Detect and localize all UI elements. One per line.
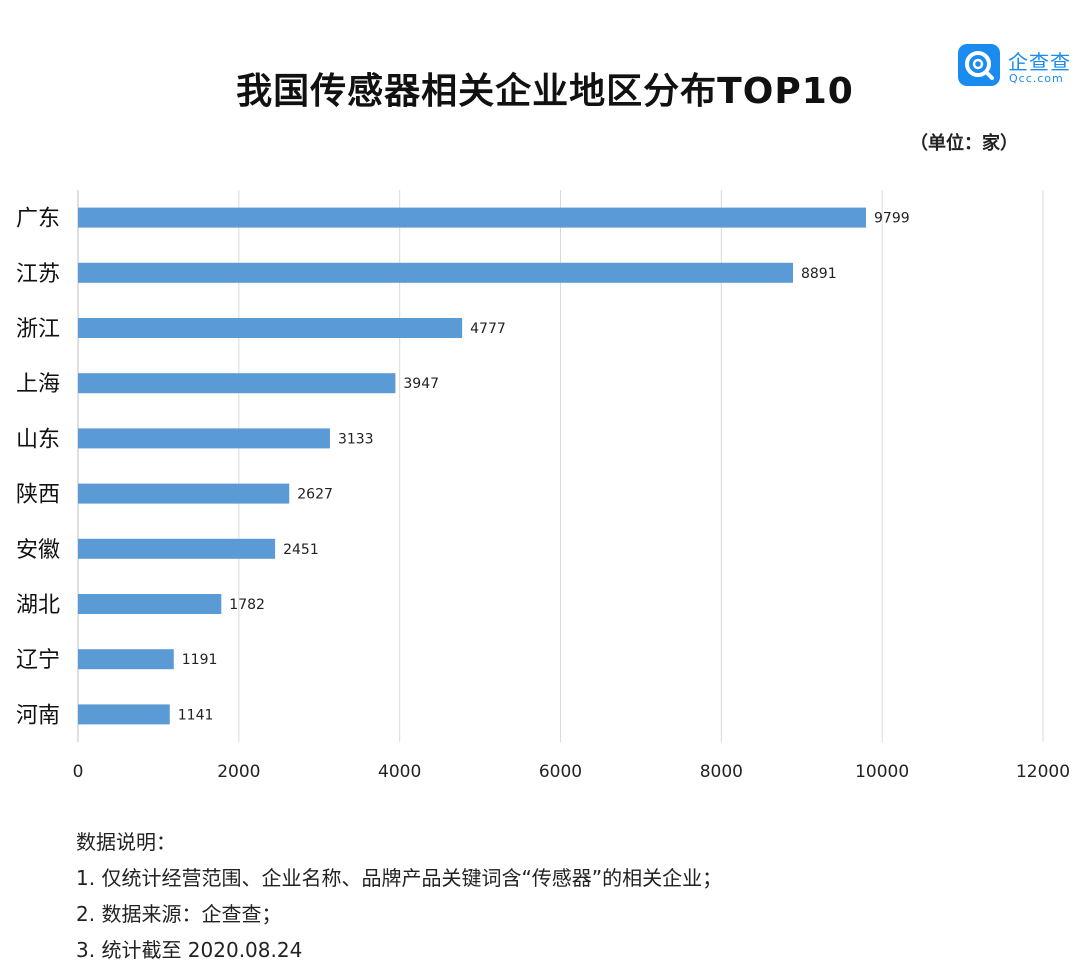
category-label-4: 山东: [16, 427, 60, 452]
value-label-5: 2627: [297, 487, 333, 503]
unit-label: （单位：家）: [910, 133, 1018, 154]
category-label-3: 上海: [16, 372, 60, 397]
bar-1: [78, 262, 793, 283]
qcc-logo-icon: [958, 44, 1000, 86]
note-item-1: 1. 仅统计经营范围、企业名称、品牌产品关键词含“传感器”的相关企业；: [76, 866, 723, 890]
value-label-3: 3947: [403, 376, 439, 392]
value-label-6: 2451: [283, 542, 319, 558]
value-label-8: 1191: [182, 652, 218, 668]
bar-2: [78, 318, 463, 338]
note-item-3: 3. 统计截至 2020.08.24: [76, 938, 303, 962]
x-tick-label-4: 8000: [700, 762, 743, 782]
x-tick-label-6: 12000: [1016, 762, 1070, 782]
x-tick-label-3: 6000: [539, 762, 582, 782]
bar-0: [78, 207, 867, 228]
x-tick-label-0: 0: [73, 762, 84, 782]
category-label-2: 浙江: [16, 317, 60, 342]
value-label-7: 1782: [229, 597, 265, 613]
category-label-6: 安徽: [16, 538, 60, 563]
value-label-9: 1141: [178, 707, 214, 723]
category-label-9: 河南: [16, 703, 60, 728]
note-item-2: 2. 数据来源：企查查；: [76, 902, 282, 926]
data-notes: 数据说明： 1. 仅统计经营范围、企业名称、品牌产品关键词含“传感器”的相关企业…: [76, 828, 722, 972]
bar-chart: 0 2000 4000 6000 8000 10000 12000 广东 9799 江苏 8891 浙…: [16, 190, 1070, 782]
logo-sub: Qcc.com: [1009, 72, 1064, 85]
notes-heading: 数据说明：: [76, 830, 176, 854]
chart-title: 我国传感器相关企业地区分布TOP10: [236, 71, 854, 112]
bar-5: [78, 483, 290, 504]
bar-6: [78, 538, 276, 559]
qcc-logo: 企查查 Qcc.com: [958, 44, 1078, 90]
value-label-2: 4777: [470, 321, 506, 337]
category-label-5: 陕西: [16, 483, 60, 508]
x-tick-label-5: 10000: [855, 762, 909, 782]
bar-3: [78, 373, 396, 394]
category-label-7: 湖北: [16, 593, 60, 618]
x-tick-label-2: 4000: [378, 762, 421, 782]
category-label-1: 江苏: [16, 262, 60, 287]
category-label-0: 广东: [16, 207, 60, 232]
value-label-1: 8891: [801, 266, 837, 282]
category-label-8: 辽宁: [16, 648, 60, 673]
x-tick-label-1: 2000: [217, 762, 260, 782]
bar-8: [78, 649, 174, 670]
value-label-0: 9799: [874, 211, 910, 227]
value-label-4: 3133: [338, 431, 374, 447]
logo-name: 企查查: [1008, 50, 1071, 74]
bar-4: [78, 428, 330, 449]
bar-9: [78, 704, 170, 725]
bar-7: [78, 594, 222, 614]
